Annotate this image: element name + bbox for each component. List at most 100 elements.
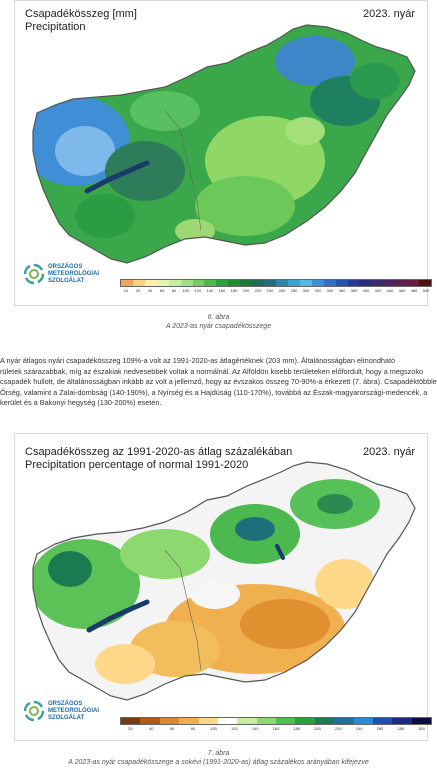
legend-tick: 240 — [266, 288, 274, 293]
legend-tick: 380 — [350, 288, 358, 293]
legend-swatch — [168, 280, 181, 286]
legend-tick: 180 — [293, 726, 301, 731]
legend-tick: 480 — [410, 288, 418, 293]
river-danube — [164, 549, 202, 671]
legend-swatch — [192, 280, 205, 286]
lake-balaton — [84, 160, 150, 194]
map-title: Csapadékösszeg az 1991-2020-as átlag szá… — [25, 446, 293, 471]
legend-color-bar — [120, 717, 432, 725]
legend-swatch — [395, 280, 408, 286]
legend-tick: 100 — [182, 288, 190, 293]
legend-tick: 160 — [272, 726, 280, 731]
legend-tick-labels: 20 40 60 80 100 120 140 160 180 200 220 240 260 280 30… — [120, 726, 432, 731]
legend-tick: 420 — [374, 288, 382, 293]
paragraph-line: csapadék hullott, de általánosságban ink… — [0, 377, 437, 386]
lake-balaton — [86, 599, 150, 633]
legend-tick: 260 — [376, 726, 384, 731]
hungary-precipitation-percentage-map — [32, 461, 416, 701]
legend-swatch — [372, 718, 393, 724]
legend-swatch — [295, 718, 315, 724]
river-danube — [164, 110, 202, 232]
legend-swatch — [132, 280, 145, 286]
paragraph-line: A nyár átlagos nyári csapadékösszeg 109%… — [0, 356, 396, 365]
legend-tick: 80 — [171, 288, 177, 293]
precipitation-legend: 10 20 40 60 80 100 120 140 160 180 200 220 240 260 280… — [120, 279, 432, 293]
legend-tick: 280 — [290, 288, 298, 293]
legend-tick: 400 — [362, 288, 370, 293]
hungary-precipitation-map — [32, 24, 416, 264]
legend-tick: 460 — [398, 288, 406, 293]
legend-swatch — [311, 280, 324, 286]
precipitation-map-panel: Csapadékösszeg [mm] Precipitation 2023. … — [14, 0, 432, 306]
legend-tick: 260 — [278, 288, 286, 293]
legend-swatch — [275, 280, 288, 286]
country-border — [32, 461, 416, 701]
legend-tick: 120 — [231, 726, 238, 731]
lake-tisza — [275, 544, 285, 560]
figure-caption-7: 7. ábra A 2023-as nyár csapadékösszege a… — [68, 750, 369, 766]
legend-swatch — [252, 280, 265, 286]
legend-swatch — [347, 280, 360, 286]
omsz-logo-icon — [23, 263, 45, 285]
logo-text: ORSZÁGOS METEOROLÓGIAI SZOLGÁLAT — [48, 263, 99, 284]
legend-tick: 180 — [230, 288, 238, 293]
legend-tick: 300 — [418, 726, 425, 731]
legend-swatch — [314, 718, 335, 724]
legend-swatch — [240, 280, 253, 286]
legend-swatch — [383, 280, 396, 286]
legend-color-bar — [120, 279, 432, 287]
legend-swatch — [323, 280, 336, 286]
legend-swatch — [216, 280, 229, 286]
legend-tick: 60 — [169, 726, 175, 731]
legend-tick: 100 — [210, 726, 217, 731]
legend-swatch — [353, 718, 373, 724]
legend-tick: 240 — [355, 726, 363, 731]
legend-tick: 500 — [422, 288, 430, 293]
legend-swatch — [204, 280, 217, 286]
legend-tick: 160 — [218, 288, 226, 293]
paragraph-line: rületek szárazabbak, míg az északiak ned… — [0, 366, 424, 376]
legend-swatch — [276, 718, 296, 724]
legend-swatch — [217, 718, 238, 724]
paragraph-line: kerület és a Bakonyi hegység (130-200%) … — [0, 398, 162, 407]
precipitation-percentage-map-panel: Csapadékösszeg az 1991-2020-as átlag szá… — [14, 433, 432, 741]
season-label: 2023. nyár — [363, 446, 415, 458]
legend-swatch — [228, 280, 241, 286]
legend-swatch — [299, 280, 312, 286]
legend-swatch — [359, 280, 372, 286]
legend-tick: 120 — [194, 288, 202, 293]
legend-swatch — [140, 718, 160, 724]
legend-tick: 200 — [242, 288, 250, 293]
legend-swatch — [334, 718, 354, 724]
legend-swatch — [419, 280, 431, 286]
legend-tick: 440 — [386, 288, 394, 293]
legend-tick: 200 — [314, 726, 321, 731]
legend-swatch — [335, 280, 348, 286]
legend-tick: 40 — [148, 726, 154, 731]
map-title: Csapadékösszeg [mm] Precipitation — [25, 8, 137, 33]
legend-tick: 10 — [123, 288, 129, 293]
legend-tick: 220 — [335, 726, 342, 731]
legend-swatch — [180, 280, 193, 286]
legend-swatch — [411, 718, 431, 724]
season-label: 2023. nyár — [363, 8, 415, 20]
paragraph-line: Őrség, valamint a Zalai-dombság (140-190… — [0, 387, 428, 397]
legend-swatch — [264, 280, 276, 286]
legend-tick: 20 — [135, 288, 141, 293]
legend-swatch — [392, 718, 412, 724]
description-paragraph: A nyár átlagos nyári csapadékösszeg 109%… — [0, 356, 437, 409]
legend-swatch — [237, 718, 257, 724]
legend-tick: 60 — [159, 288, 165, 293]
legend-swatch — [121, 718, 141, 724]
legend-tick-labels: 10 20 40 60 80 100 120 140 160 180 200 220 240 260 280… — [120, 288, 432, 293]
legend-tick: 360 — [338, 288, 346, 293]
figure-caption-6: 6. ábra A 2023-as nyár csapadékösszege — [165, 314, 272, 330]
country-border — [32, 24, 416, 264]
omsz-logo: ORSZÁGOS METEOROLÓGIAI SZOLGÁLAT — [23, 700, 99, 722]
legend-swatch — [198, 718, 218, 724]
legend-swatch — [287, 280, 300, 286]
legend-tick: 300 — [302, 288, 310, 293]
legend-tick: 140 — [206, 288, 214, 293]
legend-tick: 280 — [397, 726, 405, 731]
legend-swatch — [144, 280, 157, 286]
